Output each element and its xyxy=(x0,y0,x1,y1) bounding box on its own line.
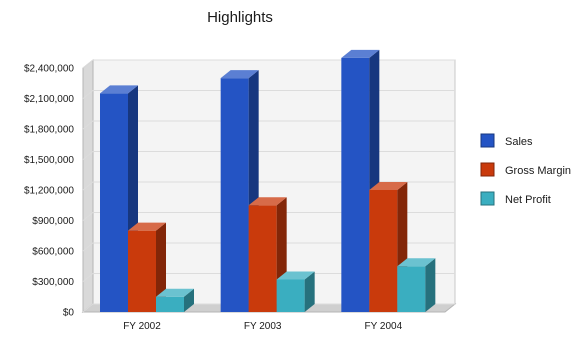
plot-area: $0 $300,000 $600,000 $900,000 $1,200,000 $1,5… xyxy=(24,49,457,332)
bar-front xyxy=(397,266,426,312)
bar-top xyxy=(220,70,259,79)
gridline xyxy=(82,90,455,99)
bar-front xyxy=(156,296,184,312)
bar-front xyxy=(276,279,305,312)
y-tick-label: $1,500,000 xyxy=(24,155,74,166)
bar-side xyxy=(156,222,166,312)
bar xyxy=(248,197,287,312)
chart-title: Highlights xyxy=(207,9,273,26)
gridline xyxy=(82,120,455,130)
bar xyxy=(128,222,166,312)
bar-front xyxy=(100,93,128,313)
legend-label: Net Profit xyxy=(505,194,551,206)
bar-top xyxy=(156,288,194,297)
y-tick-label: $1,800,000 xyxy=(24,125,74,136)
y-tick-label: $2,400,000 xyxy=(24,64,74,75)
bar-side xyxy=(304,271,315,312)
bar-top xyxy=(397,258,436,267)
bar-front xyxy=(341,57,370,313)
bar-top xyxy=(100,85,138,94)
y-tick-label: $1,200,000 xyxy=(24,186,74,197)
bar-side xyxy=(184,288,194,312)
bar-front xyxy=(248,205,277,312)
y-tick-label: $300,000 xyxy=(32,277,74,288)
bar-top xyxy=(369,182,408,190)
bar-side xyxy=(425,258,436,312)
bar-top xyxy=(341,49,380,58)
bar-top xyxy=(128,222,166,231)
x-tick-label: FY 2003 xyxy=(244,321,282,332)
gridline xyxy=(82,59,455,69)
bar-top xyxy=(248,197,287,206)
gridline xyxy=(82,303,455,313)
legend-swatch xyxy=(480,162,495,177)
x-tick-label: FY 2004 xyxy=(365,321,403,332)
bar xyxy=(276,271,315,312)
gridline xyxy=(82,212,455,221)
x-tick-label: FY 2002 xyxy=(123,321,161,332)
legend-swatch xyxy=(480,191,495,206)
bar xyxy=(397,258,436,312)
y-tick-label: $2,100,000 xyxy=(24,94,74,105)
gridline xyxy=(82,181,455,191)
y-tick-label: $900,000 xyxy=(32,216,74,227)
bar-top xyxy=(276,271,315,280)
gridline xyxy=(82,151,455,160)
gridline xyxy=(82,273,455,282)
legend-swatch xyxy=(480,133,495,148)
bar xyxy=(156,288,194,312)
bar-front xyxy=(128,230,156,312)
y-tick-label: $0 xyxy=(63,308,75,319)
legend-label: Sales xyxy=(505,136,533,148)
legend-label: Gross Margin xyxy=(505,165,571,177)
bar-front xyxy=(220,78,249,313)
bar-front xyxy=(369,190,398,312)
gridline xyxy=(82,242,455,252)
y-tick-label: $600,000 xyxy=(32,247,74,258)
legend: Sales Gross Margin Net Profit xyxy=(480,133,571,206)
